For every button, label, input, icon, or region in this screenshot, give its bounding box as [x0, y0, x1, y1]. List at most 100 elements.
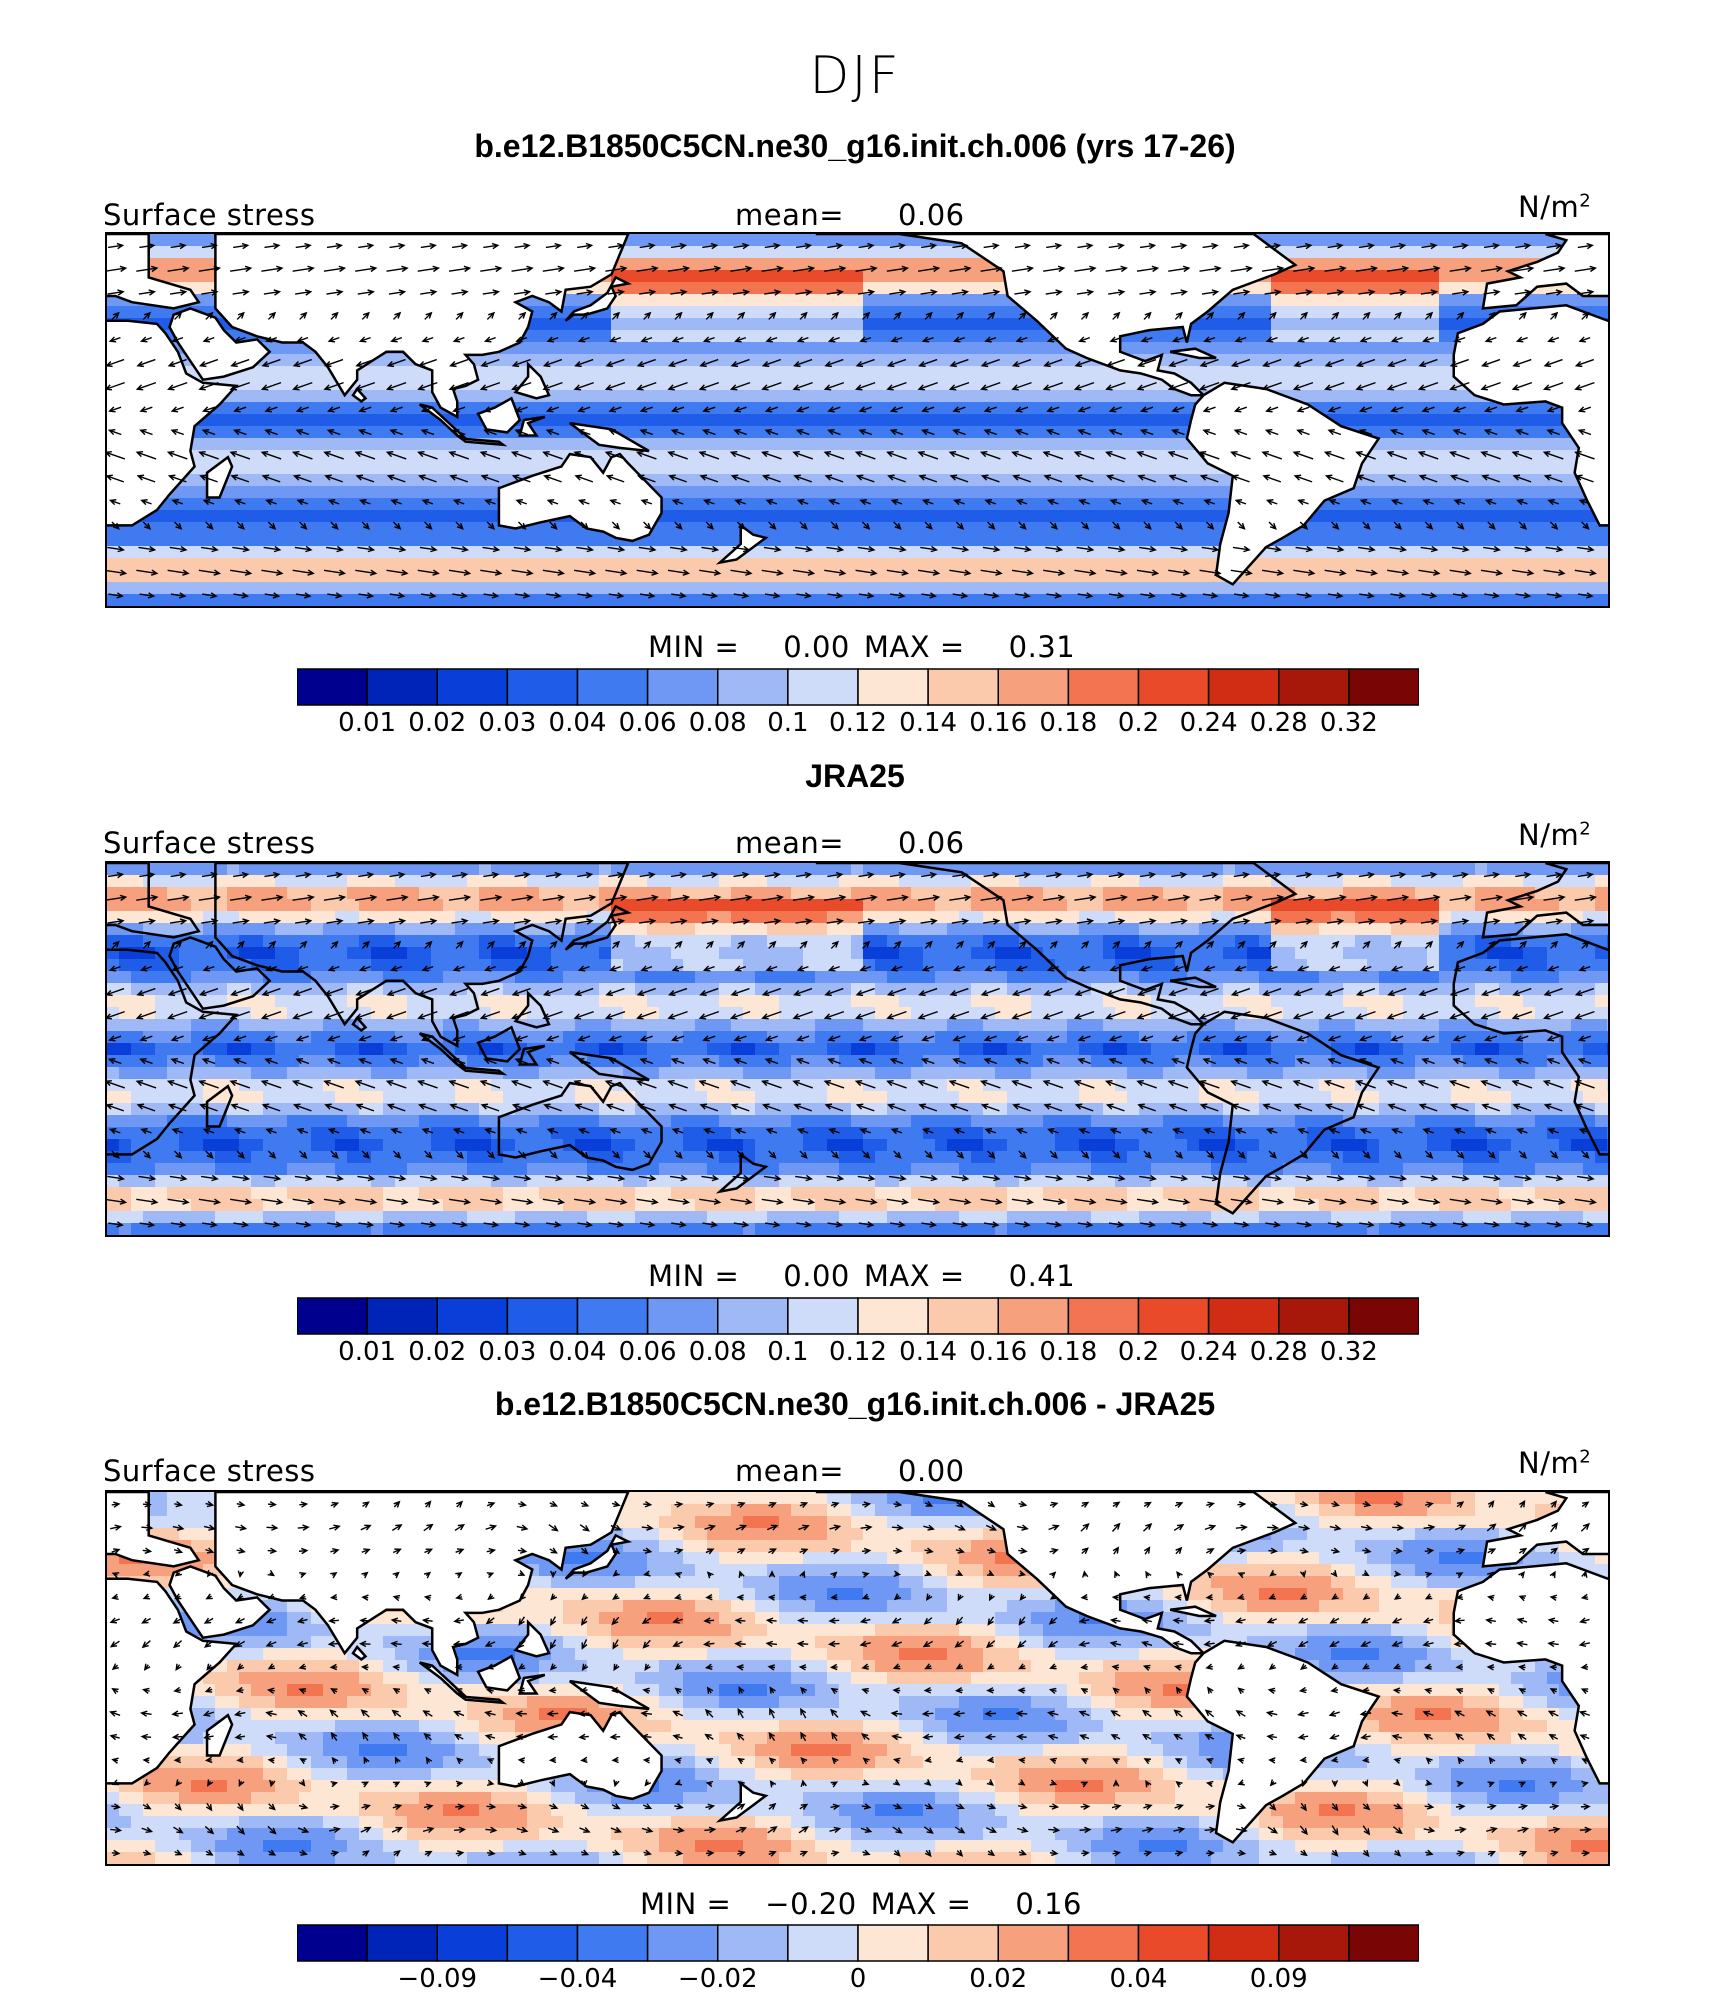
- field-cell: [311, 378, 324, 391]
- wind-stress-vector: [1484, 499, 1497, 506]
- wind-stress-vector: [1516, 499, 1528, 506]
- field-cell: [1283, 318, 1296, 331]
- field-cell: [851, 270, 864, 283]
- field-cell: [1091, 498, 1104, 511]
- field-cell: [191, 570, 204, 583]
- wind-stress-vector: [1453, 499, 1466, 506]
- field-cell: [827, 318, 840, 331]
- wind-stress-vector: [1452, 592, 1469, 599]
- field-cell: [1163, 522, 1176, 535]
- field-cell: [599, 330, 612, 343]
- field-cell: [635, 366, 648, 379]
- field-cell: [827, 570, 840, 583]
- coastline-africa: [107, 319, 239, 527]
- field-cell: [731, 366, 744, 379]
- field-cell: [1379, 486, 1392, 499]
- wind-stress-vector: [200, 545, 219, 553]
- field-cell: [1235, 294, 1248, 307]
- field-cell: [1139, 534, 1152, 547]
- wind-stress-vector: [702, 242, 719, 250]
- field-cell: [1487, 558, 1500, 571]
- field-cell: [1367, 234, 1380, 247]
- field-cell: [1475, 875, 1488, 888]
- field-cell: [1067, 570, 1080, 583]
- field-cell: [1523, 474, 1536, 487]
- field-cell: [215, 426, 228, 439]
- wind-stress-vector: [1015, 592, 1031, 599]
- field-cell: [251, 438, 264, 451]
- field-cell: [815, 354, 828, 367]
- field-cell: [911, 438, 924, 451]
- field-cell: [1187, 582, 1200, 595]
- wind-stress-vector: [1456, 311, 1465, 320]
- field-cell: [899, 558, 912, 571]
- field-cell: [539, 582, 552, 595]
- field-cell: [1151, 402, 1164, 415]
- field-cell: [131, 570, 144, 583]
- wind-stress-vector: [1202, 242, 1219, 250]
- wind-stress-vector: [761, 265, 784, 273]
- field-cell: [755, 270, 768, 283]
- field-cell: [251, 486, 264, 499]
- coastline-cuba: [1169, 347, 1217, 360]
- field-cell: [959, 414, 972, 427]
- field-cell: [887, 282, 900, 295]
- field-cell: [1607, 306, 1608, 319]
- wind-stress-vector: [1324, 474, 1344, 483]
- field-cell: [107, 582, 120, 595]
- wind-stress-vector: [949, 265, 972, 273]
- field-cell: [1247, 306, 1260, 319]
- field-cell: [311, 426, 324, 439]
- field-cell: [875, 462, 888, 475]
- wind-stress-vector: [420, 592, 437, 599]
- field-cell: [1595, 306, 1608, 319]
- field-cell: [1403, 534, 1416, 547]
- field-cell: [1007, 390, 1020, 403]
- field-cell: [1139, 510, 1152, 523]
- field-cell: [1319, 306, 1332, 319]
- field-cell: [935, 414, 948, 427]
- field-cell: [1343, 342, 1356, 355]
- field-cell: [407, 378, 420, 391]
- field-cell: [1403, 402, 1416, 415]
- field-cell: [599, 402, 612, 415]
- wind-stress-vector: [1265, 336, 1278, 343]
- field-cell: [743, 342, 756, 355]
- field-cell: [1463, 246, 1476, 259]
- field-cell: [1451, 414, 1464, 427]
- wind-stress-vector: [893, 311, 902, 320]
- field-cell: [167, 510, 180, 523]
- field-cell: [1067, 546, 1080, 559]
- field-cell: [719, 414, 732, 427]
- field-cell: [1511, 875, 1524, 888]
- field-cell: [1103, 414, 1116, 427]
- field-cell: [827, 294, 840, 307]
- field-cell: [959, 582, 972, 595]
- field-cell: [443, 522, 456, 535]
- field-cell: [1559, 498, 1572, 511]
- wind-stress-vector: [390, 499, 402, 506]
- wind-stress-vector: [952, 592, 969, 599]
- field-cell: [1451, 570, 1464, 583]
- field-cell: [167, 270, 180, 283]
- field-cell: [1571, 294, 1584, 307]
- field-cell: [275, 498, 288, 511]
- field-cell: [1391, 462, 1404, 475]
- wind-stress-vector: [421, 336, 434, 343]
- field-cell: [335, 522, 348, 535]
- wind-stress-vector: [1417, 450, 1439, 460]
- field-cell: [347, 474, 360, 487]
- field-cell: [875, 414, 888, 427]
- field-cell: [587, 414, 600, 427]
- field-cell: [899, 534, 912, 547]
- wind-stress-vector: [1234, 336, 1247, 343]
- field-cell: [443, 863, 456, 876]
- field-cell: [1499, 486, 1512, 499]
- field-cell: [1343, 294, 1356, 307]
- field-cell: [959, 342, 972, 355]
- wind-stress-vector: [1421, 592, 1438, 599]
- field-cell: [191, 282, 204, 295]
- field-cell: [875, 875, 888, 888]
- field-cell: [1247, 318, 1260, 331]
- wind-stress-vector: [1231, 474, 1250, 483]
